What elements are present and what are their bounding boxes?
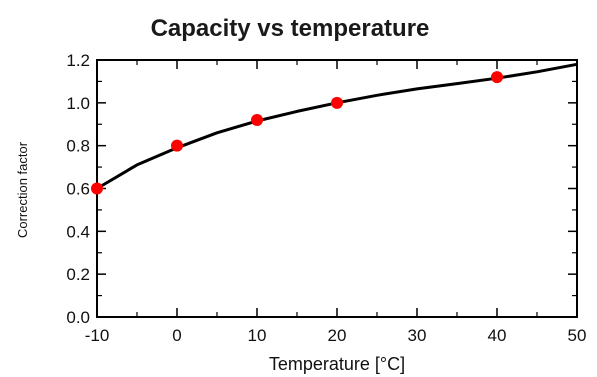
x-axis: -10 0 10 20 30 40 50 — [85, 60, 587, 345]
x-tick-label: 50 — [568, 326, 587, 345]
x-axis-label: Temperature [°C] — [269, 354, 405, 374]
x-tick-label: 30 — [408, 326, 427, 345]
data-point — [251, 113, 263, 126]
x-tick-label: -10 — [85, 326, 110, 345]
y-axis-label: Correction factor — [15, 141, 30, 238]
y-tick-label: 0.2 — [66, 265, 90, 284]
y-tick-label: 0.6 — [66, 180, 90, 199]
x-tick-label: 20 — [328, 326, 347, 345]
data-point — [91, 182, 103, 195]
chart-title: Capacity vs temperature — [151, 15, 430, 42]
x-tick-label: 10 — [248, 326, 267, 345]
data-point — [171, 139, 183, 152]
y-tick-label: 1.0 — [66, 94, 90, 113]
data-point — [491, 71, 503, 84]
y-tick-label: 0.8 — [66, 137, 90, 156]
data-point — [331, 96, 343, 109]
y-tick-label: 1.2 — [66, 51, 90, 70]
x-tick-label: 40 — [488, 326, 507, 345]
x-tick-label: 0 — [172, 326, 181, 345]
series-layer — [91, 62, 578, 195]
y-axis: 0.0 0.2 0.4 0.6 0.8 1.0 1.2 — [66, 51, 577, 327]
y-tick-label: 0.0 — [66, 308, 90, 327]
y-tick-label: 0.4 — [66, 222, 90, 241]
